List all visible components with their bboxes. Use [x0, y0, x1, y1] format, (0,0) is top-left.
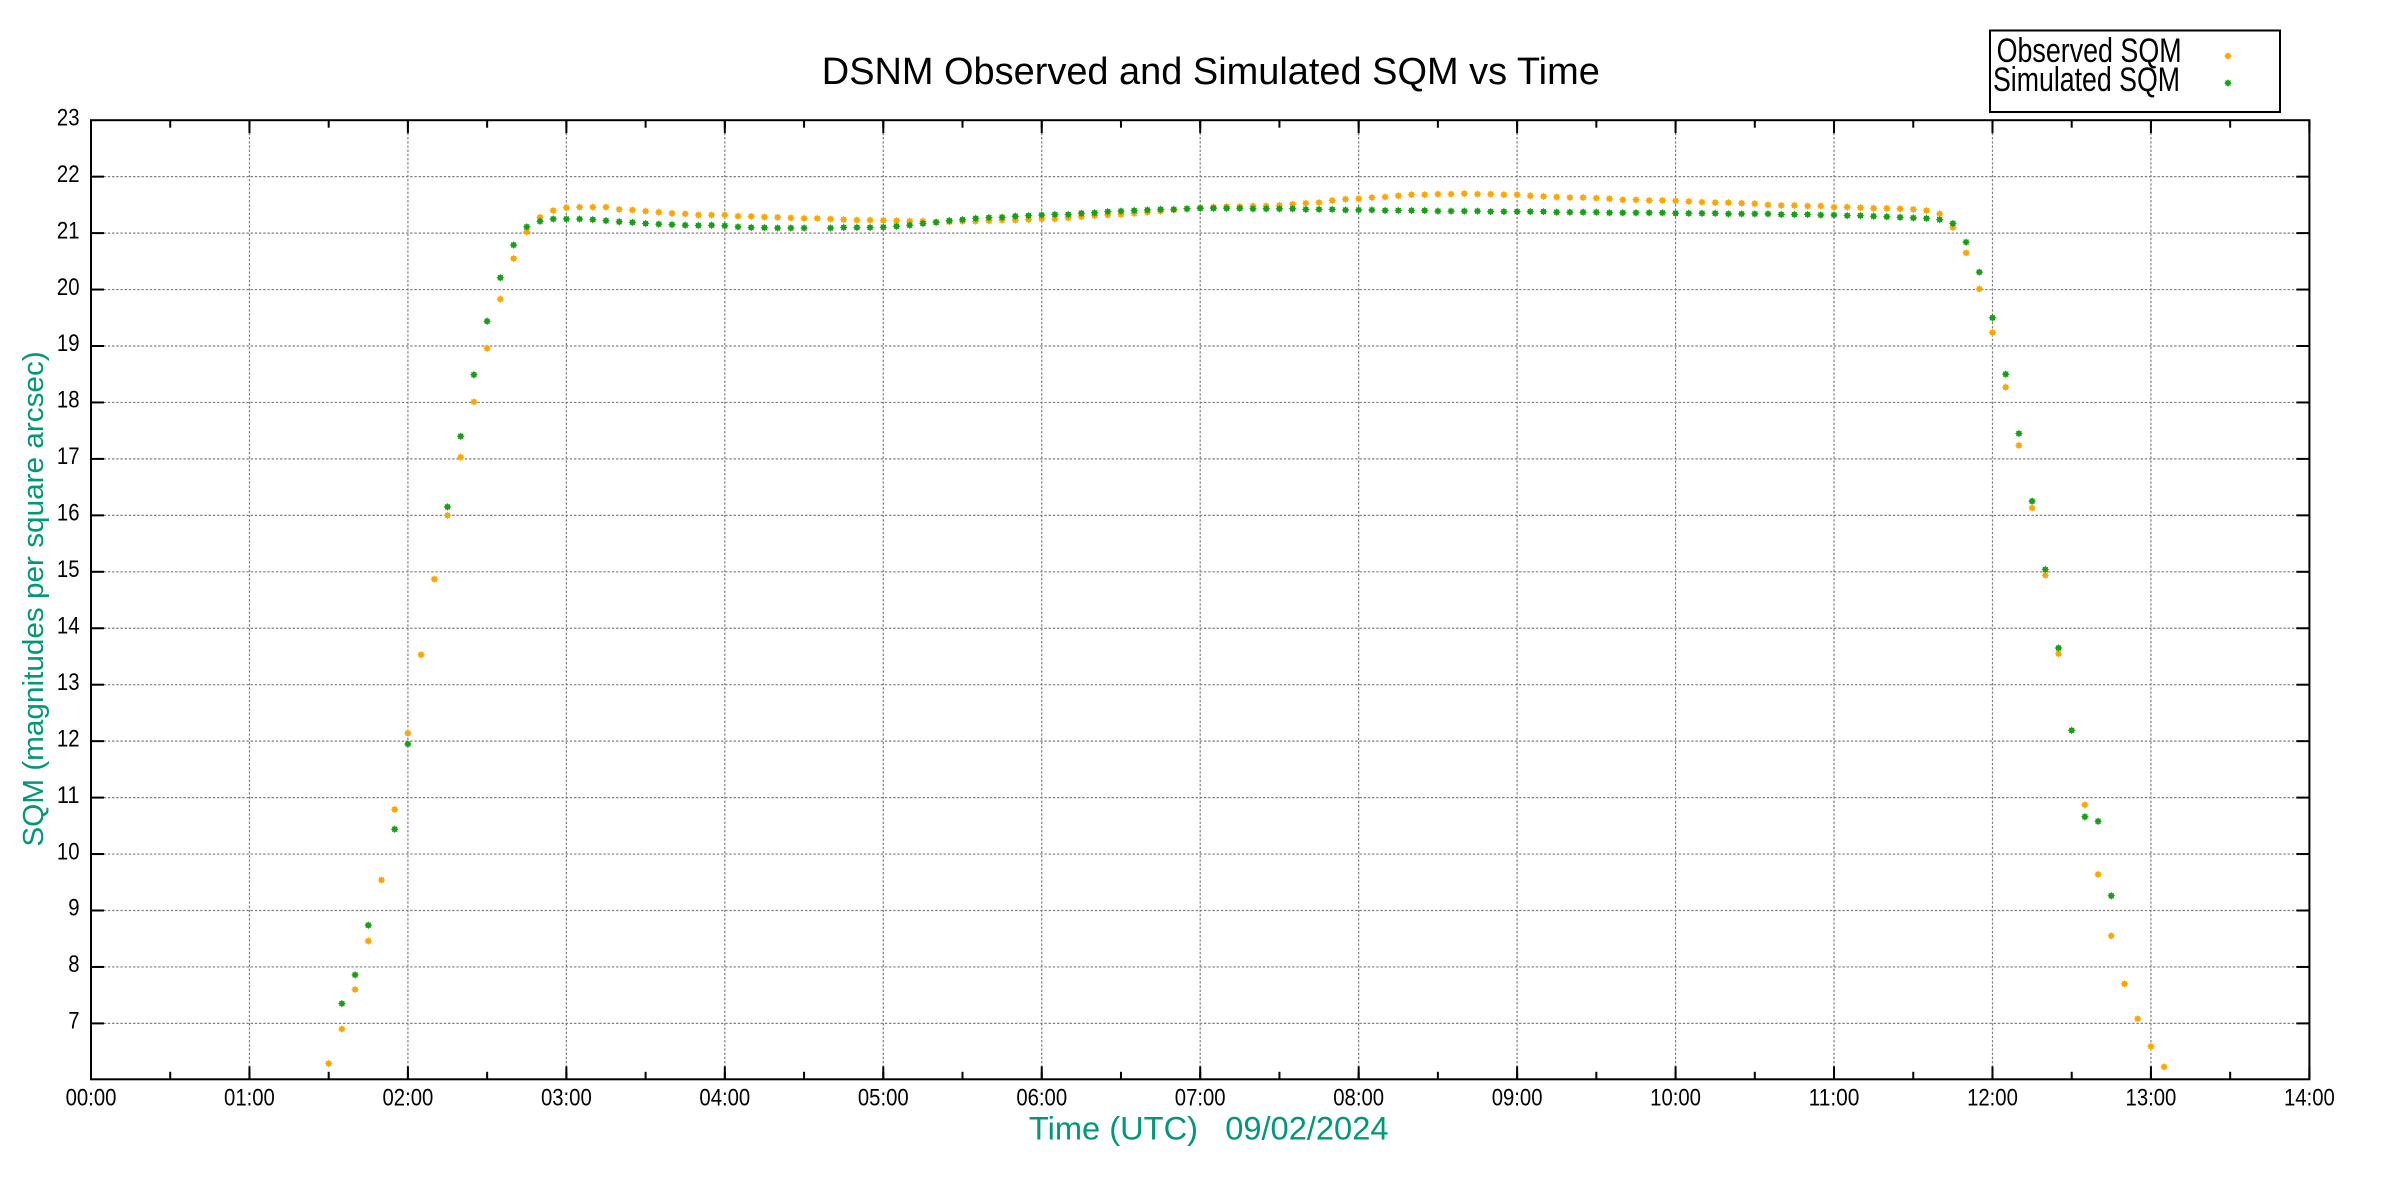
svg-text:12: 12	[57, 725, 80, 752]
svg-text:06:00: 06:00	[1016, 1085, 1067, 1112]
svg-text:17: 17	[57, 443, 80, 470]
svg-text:00:00: 00:00	[66, 1085, 117, 1112]
svg-text:11:00: 11:00	[1809, 1085, 1860, 1112]
svg-text:Time (UTC) 09/02/2024: Time (UTC) 09/02/2024	[1029, 1109, 1389, 1146]
svg-text:10: 10	[57, 838, 80, 865]
svg-text:02:00: 02:00	[383, 1085, 434, 1112]
svg-text:01:00: 01:00	[224, 1085, 275, 1112]
svg-text:14: 14	[57, 612, 80, 639]
svg-text:11: 11	[57, 782, 80, 809]
svg-text:9: 9	[68, 895, 79, 922]
svg-text:04:00: 04:00	[699, 1085, 750, 1112]
svg-text:18: 18	[57, 387, 80, 414]
svg-text:8: 8	[68, 951, 79, 978]
svg-text:DSNM Observed and Simulated SQ: DSNM Observed and Simulated SQM vs Time	[822, 50, 1600, 92]
svg-text:Observed SQM: Observed SQM	[1997, 32, 2182, 70]
svg-text:14:00: 14:00	[2284, 1085, 2335, 1112]
svg-text:03:00: 03:00	[541, 1085, 592, 1112]
svg-text:10:00: 10:00	[1650, 1085, 1701, 1112]
svg-text:13:00: 13:00	[2126, 1085, 2177, 1112]
svg-text:16: 16	[57, 500, 80, 527]
svg-text:19: 19	[57, 330, 80, 357]
svg-text:07:00: 07:00	[1175, 1085, 1226, 1112]
svg-text:12:00: 12:00	[1967, 1085, 2018, 1112]
svg-text:20: 20	[57, 274, 80, 301]
svg-text:15: 15	[57, 556, 80, 583]
svg-text:23: 23	[57, 104, 80, 131]
svg-text:22: 22	[57, 161, 80, 188]
svg-text:08:00: 08:00	[1333, 1085, 1384, 1112]
svg-text:7: 7	[68, 1008, 79, 1035]
svg-text:21: 21	[57, 217, 80, 244]
svg-text:05:00: 05:00	[858, 1085, 909, 1112]
svg-text:13: 13	[57, 669, 80, 696]
svg-text:SQM (magnitudes per square arc: SQM (magnitudes per square arcsec)	[18, 351, 50, 846]
svg-text:09:00: 09:00	[1492, 1085, 1543, 1112]
svg-text:Simulated SQM: Simulated SQM	[1993, 61, 2180, 99]
